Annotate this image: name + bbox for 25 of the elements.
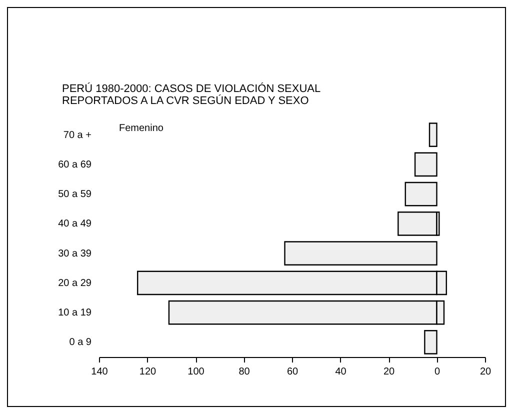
x-tick-label: 20 <box>383 366 395 378</box>
y-tick-label: 70 a + <box>63 130 92 141</box>
y-tick-label: 30 a 39 <box>58 248 92 260</box>
x-tick-label: 140 <box>91 366 108 378</box>
y-tick-label: 40 a 49 <box>58 218 92 230</box>
bar <box>428 122 438 147</box>
x-tick-label: 120 <box>139 366 157 378</box>
y-tick-label: 20 a 29 <box>58 278 92 289</box>
x-tick-label: 20 <box>480 366 492 378</box>
x-tick-label: 60 <box>286 366 298 378</box>
bar <box>404 182 438 206</box>
x-tick-label: 40 <box>335 366 347 378</box>
y-tick-label: 60 a 69 <box>58 159 92 170</box>
bar <box>424 330 438 354</box>
bar <box>414 152 438 177</box>
chart-title: PERÚ 1980-2000: CASOS DE VIOLACIÓN SEXUAL REPORTADOS A LA CVR SEGÚN EDAD Y SEXO <box>62 82 321 107</box>
y-tick-label: 50 a 59 <box>58 189 92 200</box>
y-tick-label: 10 a 19 <box>58 308 92 319</box>
bar <box>284 241 438 266</box>
x-tick-label: 0 <box>434 366 440 378</box>
y-tick-label: 0 a 9 <box>69 337 92 348</box>
x-tick-label: 100 <box>188 366 205 378</box>
x-tick-label: 80 <box>238 366 250 378</box>
bar <box>398 212 438 236</box>
text: Femenino <box>119 122 164 134</box>
